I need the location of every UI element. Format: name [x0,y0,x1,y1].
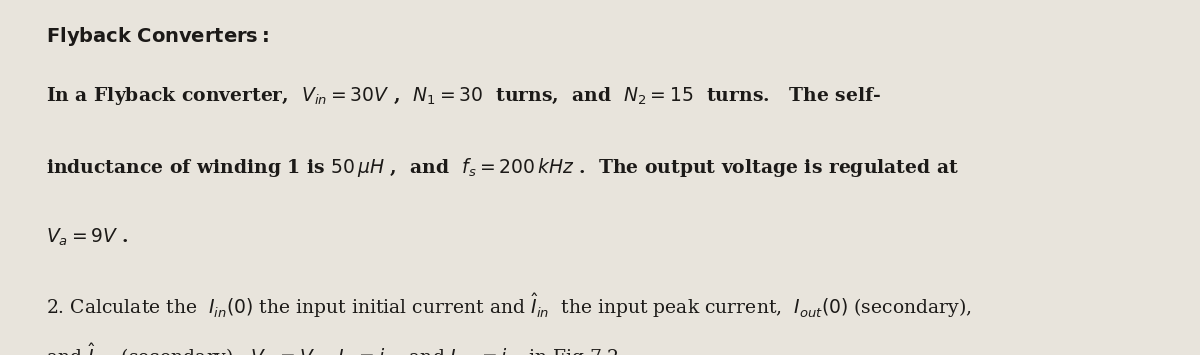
Text: inductance of winding 1 is $50\,\mu H$ ,  and  $f_s=200\,kHz$ .  The output volt: inductance of winding 1 is $50\,\mu H$ ,… [46,156,959,179]
Text: and $\hat{I}_{out}$ (secondary).  $V_{in}{=}V_s$,  $I_{in}{=}i_s$,  and $I_{out}: and $\hat{I}_{out}$ (secondary). $V_{in}… [46,341,624,355]
Text: $\mathbf{Flyback\ Converters:}$: $\mathbf{Flyback\ Converters:}$ [46,25,269,48]
Text: 2. Calculate the  $I_{in}(0)$ the input initial current and $\hat{I}_{in}$  the : 2. Calculate the $I_{in}(0)$ the input i… [46,291,971,320]
Text: In a Flyback converter,  $V_{in}=30V$ ,  $N_1=30$  turns,  and  $N_2=15$  turns.: In a Flyback converter, $V_{in}=30V$ , $… [46,85,881,107]
Text: $V_a=9V$ .: $V_a=9V$ . [46,227,128,248]
